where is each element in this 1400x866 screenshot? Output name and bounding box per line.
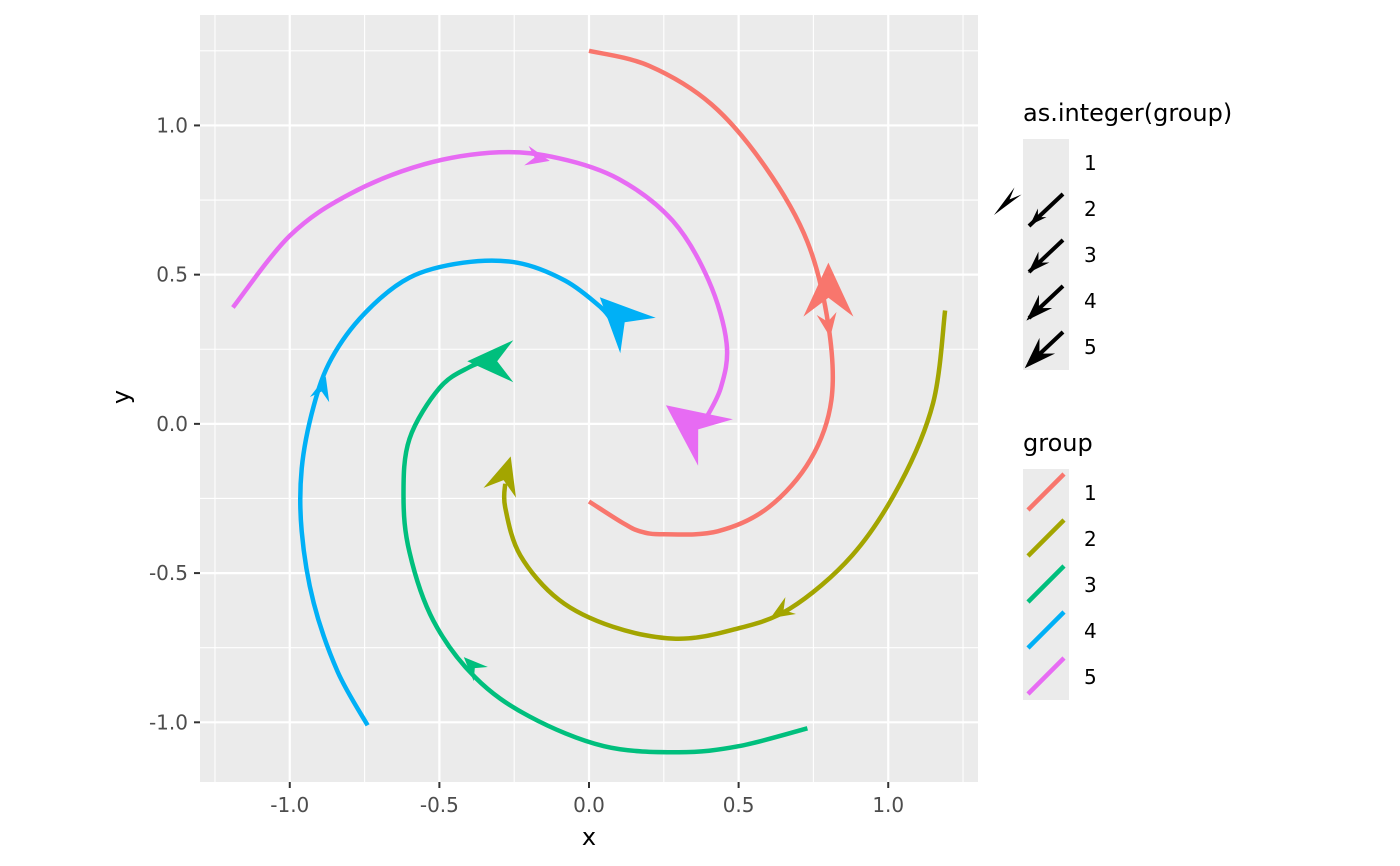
series-arrow-3	[463, 657, 488, 682]
shape-legend-labels: 1 2 3 4 5	[1084, 151, 1097, 359]
series-arrow-1	[816, 312, 837, 338]
shape-key-arrowhead	[1029, 208, 1047, 226]
y-tick-label: -0.5	[149, 561, 188, 585]
color-legend: group 1 2 3 4 5	[1023, 429, 1097, 700]
color-legend-keys	[1026, 472, 1066, 696]
x-tick-label: -0.5	[420, 793, 459, 817]
series-line-4	[297, 258, 615, 727]
color-legend-title: group	[1023, 429, 1093, 457]
end-arrowhead-2	[483, 456, 516, 498]
shape-legend-label: 1	[1084, 151, 1097, 175]
x-tick-label: 1.0	[872, 793, 904, 817]
shape-legend-keys	[994, 187, 1065, 369]
series-line-1	[587, 48, 836, 537]
series-arrow-5	[524, 145, 550, 166]
end-arrowhead-5	[665, 405, 733, 466]
series-arrow-2	[770, 597, 796, 619]
x-tick-label: 0.0	[573, 793, 605, 817]
color-key-line	[1026, 564, 1066, 604]
x-axis-title: x	[582, 823, 596, 851]
y-tick-label: -1.0	[149, 710, 188, 734]
axis-ticks: -1.0 -0.5 0.0 0.5 1.0 -1.0 -0.5 0.0 0.5 1.0	[149, 113, 904, 817]
series-line-2	[501, 310, 948, 641]
color-key-line	[1026, 518, 1066, 558]
shape-legend-label: 2	[1084, 197, 1097, 221]
color-legend-label: 3	[1084, 573, 1097, 597]
shape-legend-label: 3	[1084, 243, 1097, 267]
color-legend-label: 2	[1084, 527, 1097, 551]
shape-key-overflow-arrow	[994, 187, 1022, 215]
y-axis-title: y	[107, 390, 135, 404]
end-arrowhead-3	[467, 340, 514, 383]
series-layer	[231, 48, 948, 755]
color-key-line	[1026, 610, 1066, 650]
major-gridlines	[200, 15, 978, 782]
color-legend-label: 1	[1084, 481, 1097, 505]
x-tick-label: 0.5	[723, 793, 755, 817]
end-arrowhead-1	[803, 262, 854, 317]
x-tick-label: -1.0	[270, 793, 309, 817]
series-arrow-4	[309, 376, 330, 403]
series-line-5	[231, 149, 730, 425]
series-line-3	[401, 356, 808, 755]
color-legend-labels: 1 2 3 4 5	[1084, 481, 1097, 689]
end-arrow-layer	[467, 262, 854, 498]
color-key-line	[1026, 472, 1066, 512]
color-legend-label: 5	[1084, 665, 1097, 689]
shape-legend-title: as.integer(group)	[1023, 99, 1232, 127]
shape-key-arrowhead	[1028, 251, 1050, 273]
y-tick-label: 0.5	[156, 263, 188, 287]
shape-legend: as.integer(group) 1 2 3 4 5	[994, 99, 1232, 370]
end-arrowhead-4	[599, 297, 656, 354]
shape-legend-label: 5	[1084, 335, 1097, 359]
color-key-line	[1026, 656, 1066, 696]
shape-key-arrowhead	[1024, 337, 1056, 369]
y-tick-label: 1.0	[156, 113, 188, 137]
y-tick-label: 0.0	[156, 412, 188, 436]
shape-legend-label: 4	[1084, 289, 1097, 313]
shape-key-arrowhead	[1026, 294, 1053, 321]
color-legend-label: 4	[1084, 619, 1097, 643]
